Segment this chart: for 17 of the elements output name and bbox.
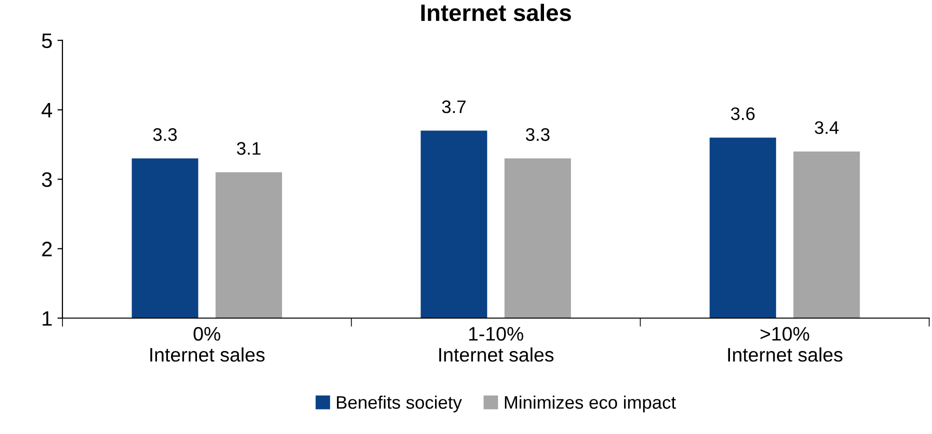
y-tick-label: 5 (42, 34, 52, 48)
data-label: 3.6 (730, 107, 755, 120)
x-tick-label: 1-10% Internet sales (439, 326, 554, 362)
y-tick-label: 4 (42, 103, 52, 118)
legend-label: Minimizes eco impact (504, 396, 676, 412)
data-label: 3.7 (442, 100, 466, 114)
y-tick-label: 2 (42, 242, 52, 256)
chart-title: Internet sales (421, 4, 571, 22)
legend-label: Benefits society (336, 396, 462, 412)
y-tick-label: 1 (42, 311, 52, 326)
data-label: 3.4 (814, 121, 839, 134)
data-label: 3.3 (526, 128, 550, 141)
x-tick-label: 0% Internet sales (150, 326, 265, 362)
y-tick-label: 3 (42, 172, 52, 187)
data-label: 3.3 (153, 128, 177, 141)
x-tick-label: >10% Internet sales (728, 326, 842, 362)
data-label: 3.1 (236, 142, 260, 155)
